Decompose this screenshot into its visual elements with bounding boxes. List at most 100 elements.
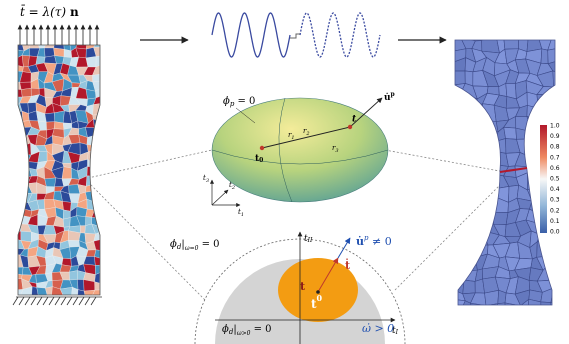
- grain: [95, 135, 103, 146]
- colorbar-label: 0.8: [550, 144, 560, 151]
- hatch-line: [55, 297, 60, 305]
- colorbar-label: 1.0: [550, 123, 560, 130]
- cell: [476, 186, 486, 202]
- load-signal: [212, 13, 290, 57]
- grain: [63, 201, 72, 211]
- cell: [541, 49, 548, 64]
- grain: [87, 167, 97, 177]
- grain: [14, 167, 21, 179]
- right-specimen: [449, 35, 566, 317]
- cell: [462, 116, 473, 129]
- grain: [93, 184, 102, 191]
- grain: [100, 279, 109, 290]
- cell: [484, 131, 499, 141]
- hatch-line: [25, 297, 30, 305]
- grain: [100, 296, 110, 303]
- sub: 1: [241, 212, 244, 218]
- grain: [101, 130, 112, 138]
- grain: [100, 224, 108, 234]
- cell: [527, 116, 539, 132]
- cell: [462, 236, 476, 246]
- cell: [449, 278, 464, 294]
- load-lhs: t̄ = λ(τ): [20, 3, 70, 19]
- cell: [461, 139, 477, 153]
- grain: [100, 216, 108, 227]
- grain: [103, 47, 110, 56]
- cell: [516, 128, 532, 139]
- grain: [15, 178, 23, 186]
- grain: [95, 282, 105, 290]
- grain: [12, 274, 22, 279]
- t-II: tII: [304, 234, 313, 244]
- grain: [93, 104, 104, 115]
- grain: [102, 250, 112, 259]
- colorbar-labels: 1.00.90.80.70.60.50.40.30.20.10.0: [550, 123, 560, 236]
- sub: 2: [231, 185, 235, 191]
- colorbar-label: 0.1: [550, 218, 560, 225]
- phi-p: ϕp = 0: [223, 96, 255, 109]
- colorbar-label: 0.4: [550, 186, 560, 193]
- cell: [485, 290, 499, 305]
- grain: [102, 72, 109, 81]
- cell: [464, 197, 476, 209]
- grain: [102, 64, 109, 74]
- grain: [12, 201, 22, 208]
- hatch-line: [67, 297, 72, 305]
- cell: [449, 93, 461, 109]
- grain: [103, 231, 109, 240]
- hatch-line: [79, 297, 84, 305]
- grain: [101, 122, 111, 130]
- axis-t1: t1: [238, 208, 244, 218]
- cell: [548, 94, 563, 107]
- grain: [100, 288, 110, 297]
- grain: [92, 74, 103, 82]
- fixed-support: [13, 297, 102, 305]
- cell: [482, 186, 497, 202]
- cell: [461, 151, 477, 166]
- sub: 3: [335, 148, 338, 154]
- grain: [94, 257, 102, 266]
- grain: [45, 287, 52, 298]
- sub: II: [307, 237, 313, 244]
- cell: [548, 104, 563, 119]
- sub: 0: [259, 157, 263, 164]
- grain: [14, 146, 23, 154]
- cell: [476, 174, 482, 186]
- u-dot-p-nonzero: u̇p ≠ 0: [356, 234, 392, 248]
- cell: [449, 83, 465, 97]
- cell: [527, 299, 541, 316]
- cell: [504, 35, 519, 50]
- grain: [103, 167, 112, 177]
- grain: [14, 153, 24, 160]
- grain: [100, 184, 111, 193]
- grain: [45, 178, 56, 187]
- signal-link: [290, 34, 300, 38]
- cell: [551, 288, 562, 304]
- cell: [483, 212, 493, 225]
- cell: [472, 116, 486, 131]
- grain: [94, 128, 104, 138]
- grain: [103, 207, 111, 219]
- u-dot-p: u̇p: [384, 91, 395, 103]
- grain: [80, 226, 85, 233]
- cell: [531, 132, 540, 144]
- cell: [475, 231, 488, 246]
- grain: [92, 143, 103, 153]
- cell: [463, 254, 477, 271]
- sym: u̇: [356, 235, 364, 248]
- point: [260, 146, 264, 150]
- cell: [471, 151, 486, 166]
- load-arrows: [20, 25, 97, 45]
- cell: [452, 199, 466, 212]
- phi-d-zero: ϕd|ω=0 = 0: [170, 239, 220, 252]
- cell: [462, 177, 476, 187]
- cell: [473, 128, 486, 140]
- cell: [475, 208, 485, 223]
- hatch-line: [61, 297, 66, 305]
- cell: [482, 174, 499, 188]
- grain: [16, 128, 21, 139]
- grain: [101, 114, 111, 123]
- sub: ω=0: [185, 245, 199, 252]
- colorbar-label: 0.0: [550, 229, 560, 236]
- cell: [541, 302, 551, 316]
